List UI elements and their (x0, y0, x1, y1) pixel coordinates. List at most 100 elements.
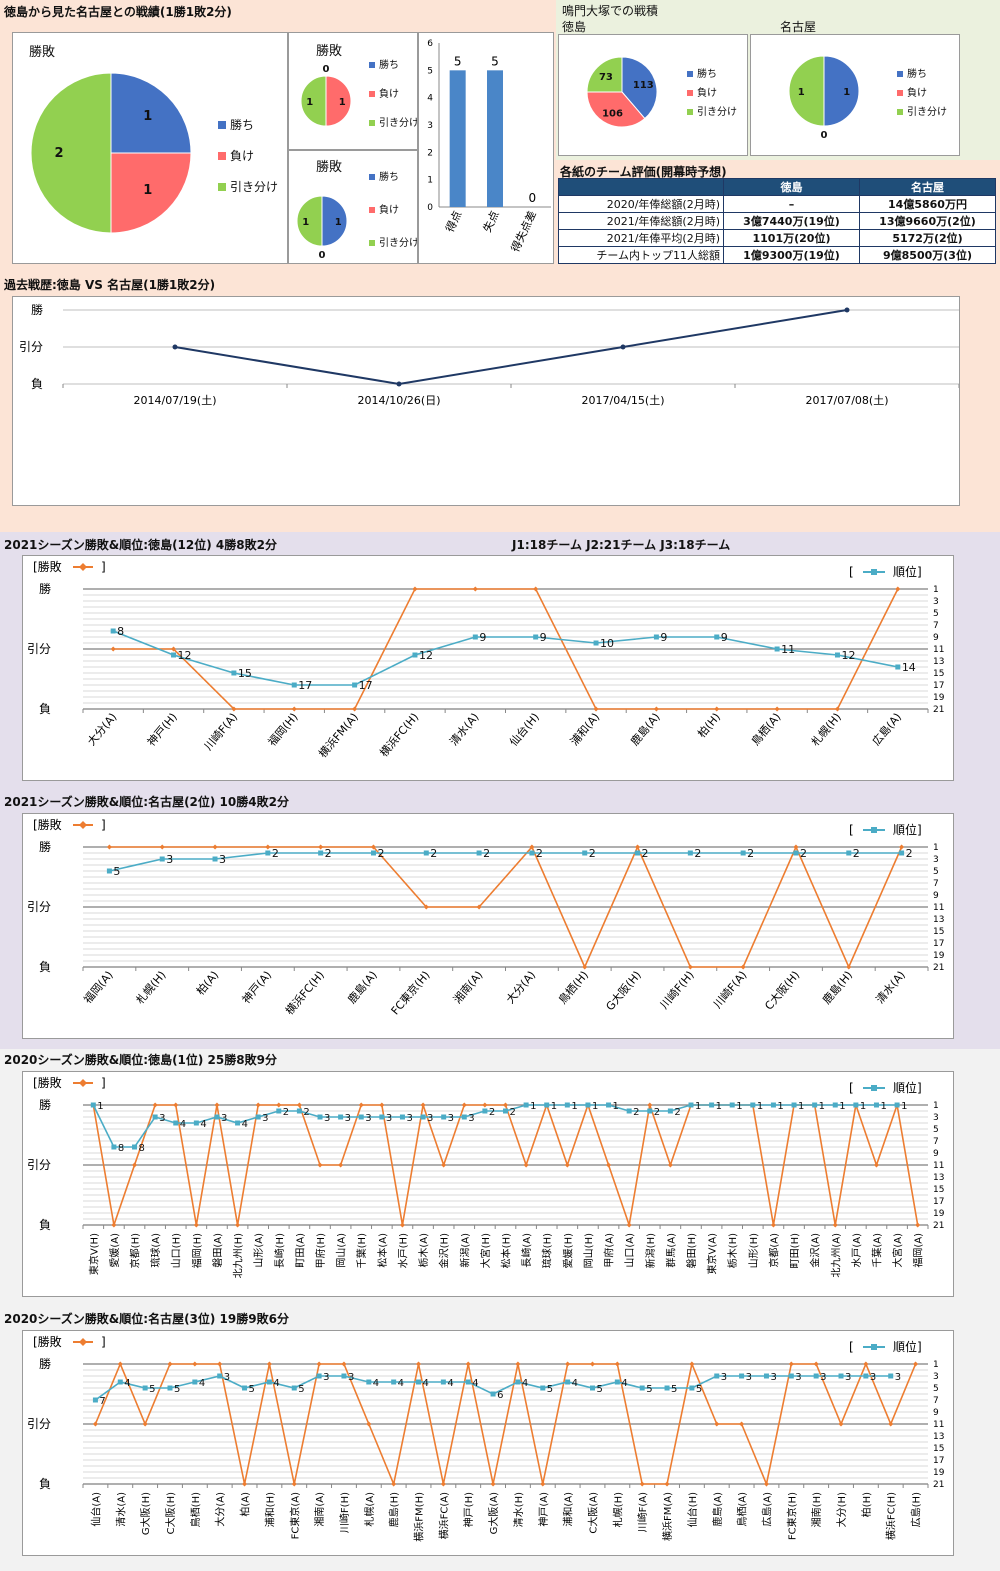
rank-point (763, 1373, 769, 1379)
season-x-tick: 新潟(A) (458, 1233, 471, 1268)
rank-data-label: 1 (97, 1101, 103, 1112)
hist-point (396, 381, 402, 387)
rank-data-label: 1 (551, 1101, 557, 1112)
legend-swatch (897, 109, 903, 115)
pie-slice (586, 91, 646, 128)
rank-point (90, 1102, 96, 1108)
season-x-tick: 山口(H) (171, 1233, 183, 1268)
season-rank-tick: 17 (933, 681, 944, 691)
away-pie-panel: 1 0 1 勝敗 勝ち 負け 引き分け (288, 150, 419, 264)
season-rank-tick: 15 (933, 927, 944, 937)
rank-point (770, 1102, 776, 1108)
rank-data-label: 4 (472, 1378, 478, 1389)
result-point (142, 1421, 148, 1427)
result-legend-marker (79, 1079, 87, 1087)
season-rank-tick: 13 (933, 1432, 944, 1442)
rank-data-label: 9 (540, 631, 547, 644)
pie-title: 勝敗 (316, 160, 342, 175)
season-x-tick: 山形(A) (253, 1233, 265, 1268)
season-x-tick: 水戸(A) (851, 1233, 863, 1268)
pie-data-label: 1 (335, 217, 342, 228)
season-x-tick: 愛媛(A) (108, 1233, 121, 1268)
s20-tokushima-panel: 負引分勝 1 3 5 7 9 11 13 15 17 19 21 [勝敗][順位] 1 8 8 3 4 4 3 4 3 2 2… (22, 1071, 954, 1297)
season-rank-tick: 11 (933, 645, 944, 655)
rank-point (358, 1114, 364, 1120)
result-legend-label: [勝敗 (33, 559, 62, 574)
rank-series-line (109, 852, 902, 872)
rank-point (888, 1373, 894, 1379)
season-x-tick: 柏(A) (193, 968, 221, 998)
result-legend-marker (79, 1338, 87, 1346)
rank-point (639, 1385, 645, 1391)
eval-nagoya: 5172万(2位) (859, 229, 996, 247)
result-point (472, 586, 478, 592)
rank-point (709, 1102, 715, 1108)
rank-point (111, 1144, 117, 1150)
rank-point (606, 1102, 612, 1108)
rank-point (503, 1108, 508, 1114)
result-point (873, 1162, 879, 1168)
season-x-tick: G大阪(H) (603, 968, 644, 1013)
eval-nagoya: 14億5860万円 (859, 195, 996, 213)
result-point (899, 844, 905, 850)
season-x-tick: 東京V(H) (87, 1233, 100, 1275)
rank-point (391, 1379, 397, 1385)
season-x-tick: G大阪(H) (139, 1492, 152, 1535)
s21-nagoya-title: 2021シーズン勝敗&順位:名古屋(2位) 10勝4敗2分 (4, 795, 289, 809)
result-point (358, 1102, 364, 1108)
result-point (793, 844, 799, 850)
season-x-tick: 新潟(H) (644, 1233, 657, 1268)
result-point (813, 1361, 819, 1367)
rank-data-label: 2 (853, 847, 860, 860)
legend-label: 負け (230, 149, 254, 163)
rank-point (152, 1114, 158, 1120)
result-point (774, 706, 780, 712)
pie-data-label: 1 (798, 87, 805, 98)
rank-data-label: 2 (589, 847, 596, 860)
rank-point (533, 634, 539, 640)
result-point (214, 1102, 220, 1108)
legend-label: 勝ち (697, 67, 717, 80)
season-y-label: 引分 (27, 1417, 51, 1431)
rank-data-label: 2 (489, 1107, 495, 1118)
pie-data-label: 1 (143, 183, 152, 198)
season-rank-tick: 1 (933, 843, 939, 853)
season-x-tick: 大分(A) (214, 1492, 227, 1527)
legend-swatch (897, 90, 903, 96)
rank-legend-bracket: [ (849, 565, 854, 579)
legend-swatch (218, 183, 226, 191)
rank-point (117, 1379, 123, 1385)
season-y-label: 引分 (27, 900, 51, 914)
result-legend-bracket: ] (101, 1076, 106, 1090)
legend-swatch (369, 174, 375, 180)
season-x-tick: 京都(A) (767, 1233, 780, 1268)
rank-point (838, 1373, 844, 1379)
season-x-tick: 山口(A) (624, 1233, 636, 1268)
season-x-tick: FC東京(H) (785, 1492, 798, 1540)
rank-point (214, 1114, 220, 1120)
hist-x-tick: 2014/07/19(土) (134, 394, 217, 407)
rank-point (846, 850, 852, 856)
season-x-tick: 鹿島(H) (819, 968, 855, 1007)
pie-data-label: 106 (602, 109, 623, 120)
naruto-nagoya-panel: 1 0 1 勝ち 負け 引き分け (750, 34, 960, 156)
rank-legend-marker (871, 1085, 877, 1091)
result-point (515, 1361, 521, 1367)
season-x-tick: 福岡(A) (912, 1233, 925, 1268)
season-x-tick: 仙台(H) (686, 1492, 699, 1527)
result-point (503, 1102, 508, 1108)
rank-point (589, 1385, 595, 1391)
rank-data-label: 5 (547, 1384, 553, 1395)
rank-point (585, 1102, 591, 1108)
pie-data-label: 2 (54, 146, 63, 161)
season-rank-tick: 21 (933, 1480, 944, 1490)
rank-data-label: 2 (747, 847, 754, 860)
rank-point (379, 1114, 385, 1120)
rank-point (687, 850, 693, 856)
rank-data-label: 3 (845, 1372, 851, 1383)
result-point (159, 844, 165, 850)
legend-swatch (897, 71, 903, 77)
rank-data-label: 3 (820, 1372, 826, 1383)
